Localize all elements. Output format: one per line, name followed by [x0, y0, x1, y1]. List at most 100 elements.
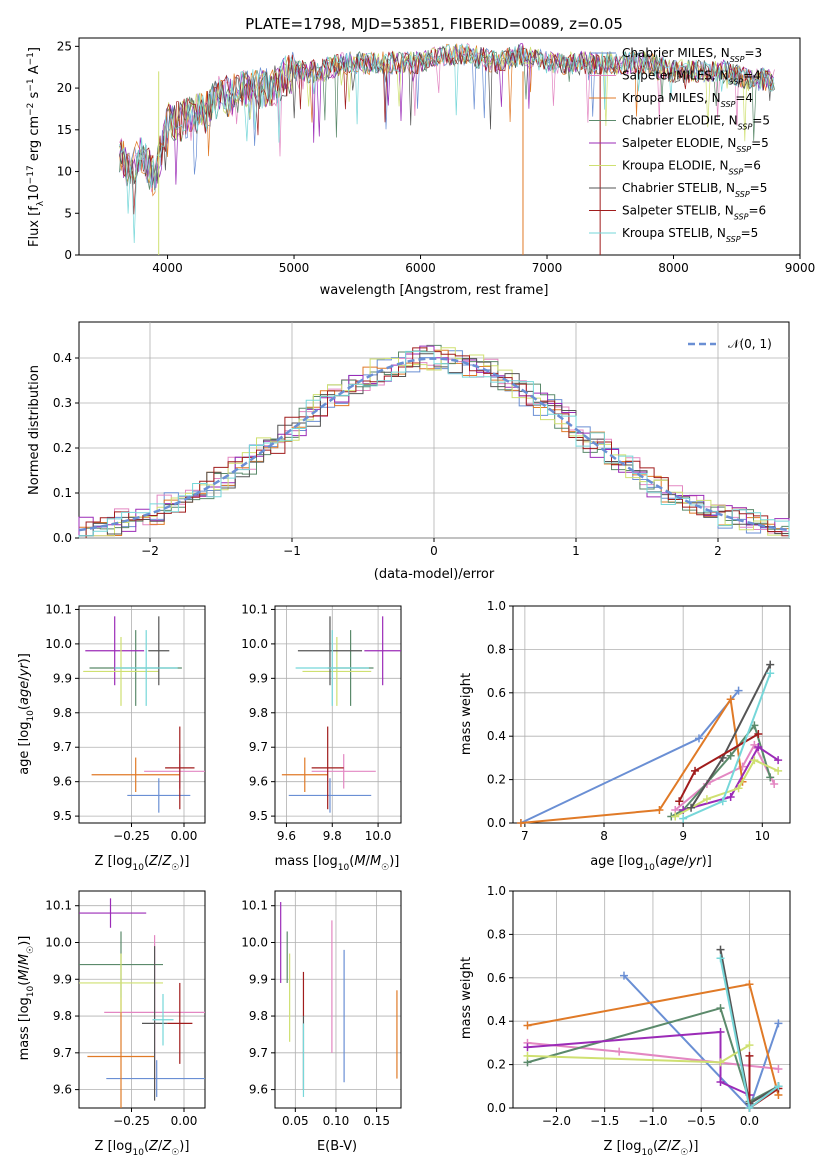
age-z-ylabel: age [log10(age/yr)] — [17, 653, 36, 775]
x-tick-label: 0.05 — [282, 1114, 309, 1128]
legend-label: Kroupa MILES, NSSP=4 — [622, 91, 753, 109]
y-tick-label: 9.7 — [53, 1046, 72, 1060]
spectrum-ylabel: Flux [fλ10−17 erg cm−2 s−1 A−1] — [26, 47, 46, 247]
y-tick-label: 9.9 — [249, 972, 268, 986]
spectrum-title: PLATE=1798, MJD=53851, FIBERID=0089, z=0… — [245, 15, 623, 33]
y-tick-label: 20 — [57, 81, 72, 95]
massweight-marker — [716, 954, 725, 963]
massweight-marker — [774, 756, 783, 765]
massweight-marker — [718, 797, 727, 806]
y-tick-label: 0.0 — [487, 1101, 506, 1115]
mass-vs-ebv-panel: 0.05 0.10 0.15 9.6 9.7 9.8 9.9 10.0 10.1 — [241, 890, 402, 1128]
spectrum-line — [119, 47, 774, 215]
gaussian-curve — [78, 357, 790, 532]
y-tick-label: 0.6 — [487, 971, 506, 985]
massweight-marker — [754, 730, 763, 739]
massweight-marker — [655, 805, 664, 814]
y-tick-label: 15 — [57, 123, 72, 137]
legend-label: Salpeter ELODIE, NSSP=5 — [622, 136, 769, 154]
y-tick-label: 9.5 — [249, 809, 268, 823]
x-tick-label: 1 — [572, 544, 580, 558]
spectrum-panel: PLATE=1798, MJD=53851, FIBERID=0089, z=0… — [26, 15, 815, 298]
axes-frame — [78, 605, 206, 824]
x-tick-label: −0.25 — [113, 829, 150, 843]
massweight-marker — [679, 814, 688, 823]
y-tick-label: 0.4 — [53, 351, 72, 365]
x-tick-label: 10.0 — [365, 829, 392, 843]
y-tick-label: 1.0 — [487, 884, 506, 898]
y-tick-label: 9.6 — [249, 1083, 268, 1097]
y-tick-label: 0.2 — [487, 773, 506, 787]
massweight-marker — [716, 945, 725, 954]
massweight-line — [520, 696, 744, 824]
massweight-marker — [523, 1051, 532, 1060]
mw-z-xlabel: Z [log10(Z/Z☉)] — [604, 1139, 699, 1158]
massweight-marker — [726, 751, 735, 760]
axes-frame — [274, 890, 402, 1109]
massweight-line — [682, 745, 779, 811]
y-tick-label: 1.0 — [487, 599, 506, 613]
y-tick-label: 0.0 — [487, 816, 506, 830]
x-tick-label: 0.00 — [171, 829, 198, 843]
massweight-marker — [770, 779, 779, 788]
x-tick-label: −2 — [141, 544, 159, 558]
y-tick-label: 0.8 — [487, 642, 506, 656]
massweight-marker — [750, 756, 759, 765]
y-tick-label: 10.1 — [241, 899, 268, 913]
massweight-marker — [774, 766, 783, 775]
x-tick-label: 10 — [755, 829, 770, 843]
y-tick-label: 9.7 — [249, 740, 268, 754]
massweight-marker — [745, 1104, 754, 1112]
massweight-marker — [516, 819, 525, 827]
mw-z-ylabel: mass weight — [459, 957, 474, 1039]
massweight-marker — [716, 1004, 725, 1013]
spectrum-line — [119, 46, 774, 186]
mass-z-xlabel: Z [log10(Z/Z☉)] — [95, 1139, 190, 1158]
spectrum-y-ticks: 0 5 10 15 20 25 — [57, 39, 79, 262]
massweight-marker — [774, 1019, 783, 1028]
y-tick-label: 10.1 — [241, 602, 268, 616]
massweight-marker — [675, 797, 684, 806]
legend-label: Kroupa ELODIE, NSSP=6 — [622, 159, 761, 177]
spectrum-lines — [119, 42, 776, 255]
legend-label: Kroupa STELIB, NSSP=5 — [622, 226, 758, 244]
age-z-xlabel: Z [log10(Z/Z☉)] — [95, 854, 190, 873]
massweight-marker — [687, 803, 696, 812]
massweight-marker — [766, 669, 775, 678]
residual-histogram — [85, 344, 790, 538]
y-tick-label: 0.2 — [487, 1058, 506, 1072]
spectrum-legend: Chabrier MILES, NSSP=3 Salpeter MILES, NS… — [589, 46, 770, 244]
massweight-marker — [754, 743, 763, 752]
y-tick-label: 10.0 — [45, 637, 72, 651]
y-tick-label: 0.3 — [53, 396, 72, 410]
x-tick-label: 0.15 — [363, 1114, 390, 1128]
x-tick-label: 0.00 — [171, 1114, 198, 1128]
y-tick-label: 9.7 — [53, 740, 72, 754]
y-tick-label: 9.8 — [53, 706, 72, 720]
x-tick-label: −1 — [283, 544, 301, 558]
residual-ylabel: Normed distribution — [27, 365, 42, 495]
x-tick-label: −0.25 — [113, 1114, 150, 1128]
residual-panel: −2 −1 0 1 2 0.0 0.1 0.2 0.3 0.4 𝒩(0, 1) (data-mod… — [27, 321, 790, 582]
axes-frame — [512, 890, 791, 1109]
massweight-marker — [734, 784, 743, 793]
massweight-marker — [766, 773, 775, 782]
y-tick-label: 0.4 — [487, 1014, 506, 1028]
x-tick-label: 8000 — [658, 261, 689, 275]
spectrum-x-ticks: 4000 5000 6000 7000 8000 9000 — [152, 255, 815, 275]
y-tick-label: 25 — [57, 39, 72, 53]
massweight-marker — [523, 1043, 532, 1052]
residual-ticks: −2 −1 0 1 2 0.0 0.1 0.2 0.3 0.4 — [53, 351, 722, 558]
massweight-vs-metallicity-panel: −2.0 −1.5 −1.0 −0.5 0.0 0.0 0.2 0.4 0.6 0.8 1.0 — [487, 884, 791, 1128]
spectrum-xlabel: wavelength [Angstrom, rest frame] — [320, 283, 549, 298]
massweight-marker — [619, 971, 628, 980]
x-tick-label: −0.5 — [687, 1114, 716, 1128]
mw-age-xlabel: age [log10(age/yr)] — [590, 854, 712, 873]
y-tick-label: 0.8 — [487, 927, 506, 941]
x-tick-label: 8 — [600, 829, 608, 843]
y-tick-label: 9.9 — [53, 972, 72, 986]
residual-legend: 𝒩(0, 1) — [688, 337, 772, 351]
residual-histogram — [85, 347, 790, 538]
x-tick-label: 9 — [679, 829, 687, 843]
x-tick-label: 5000 — [279, 261, 310, 275]
